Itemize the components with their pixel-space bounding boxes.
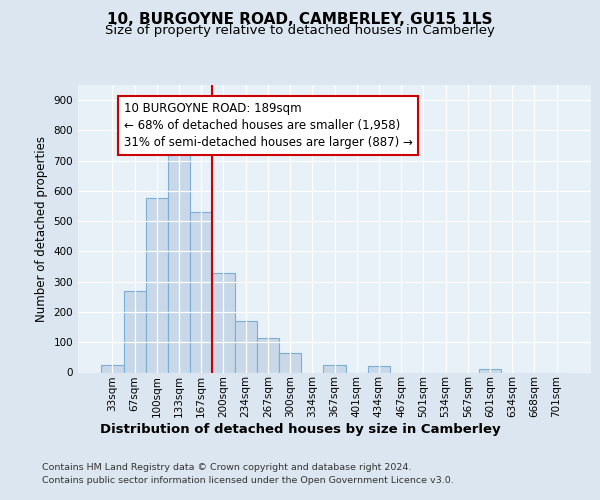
Bar <box>190 212 212 372</box>
Bar <box>101 365 124 372</box>
Text: 10, BURGOYNE ROAD, CAMBERLEY, GU15 1LS: 10, BURGOYNE ROAD, CAMBERLEY, GU15 1LS <box>107 12 493 28</box>
Bar <box>323 365 346 372</box>
Text: Contains public sector information licensed under the Open Government Licence v3: Contains public sector information licen… <box>42 476 454 485</box>
Bar <box>212 272 235 372</box>
Text: Contains HM Land Registry data © Crown copyright and database right 2024.: Contains HM Land Registry data © Crown c… <box>42 462 412 471</box>
Bar <box>368 366 390 372</box>
Bar <box>257 338 279 372</box>
Bar <box>168 150 190 372</box>
Text: 10 BURGOYNE ROAD: 189sqm
← 68% of detached houses are smaller (1,958)
31% of sem: 10 BURGOYNE ROAD: 189sqm ← 68% of detach… <box>124 102 412 148</box>
Y-axis label: Number of detached properties: Number of detached properties <box>35 136 48 322</box>
Text: Distribution of detached houses by size in Camberley: Distribution of detached houses by size … <box>100 422 500 436</box>
Bar <box>146 198 168 372</box>
Text: Size of property relative to detached houses in Camberley: Size of property relative to detached ho… <box>105 24 495 37</box>
Bar <box>479 370 501 372</box>
Bar <box>124 291 146 372</box>
Bar <box>279 353 301 372</box>
Bar <box>235 321 257 372</box>
